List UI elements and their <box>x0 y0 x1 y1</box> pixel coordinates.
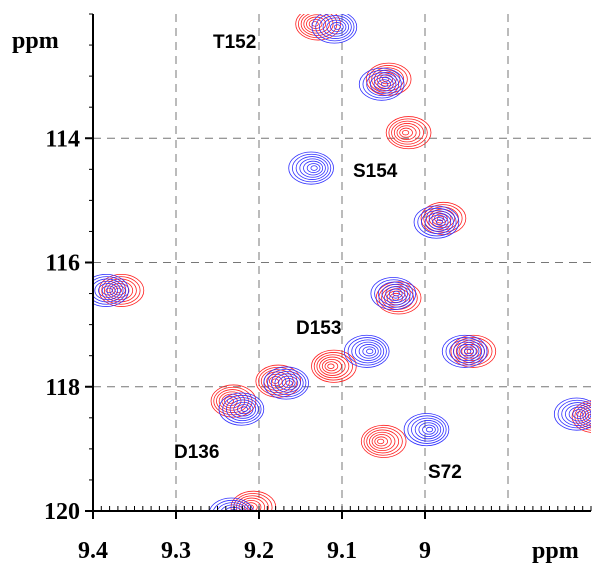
peak <box>403 413 450 447</box>
y-tick-label: 114 <box>45 126 80 152</box>
peak <box>288 151 334 185</box>
peak <box>311 14 358 44</box>
y-axis-label: ppm <box>12 28 59 54</box>
annotation: S154 <box>353 161 398 182</box>
peak <box>413 205 460 239</box>
x-axis-label: ppm <box>532 538 579 564</box>
y-tick-label: 118 <box>45 375 80 401</box>
peak <box>360 424 407 458</box>
x-tick-label: 9.4 <box>78 538 108 564</box>
annotation: D153 <box>296 318 341 339</box>
peak <box>295 14 341 41</box>
x-tick-label: 9 <box>419 538 431 564</box>
annotation: T152 <box>213 32 256 53</box>
annotation: D136 <box>174 442 219 463</box>
x-tick-label: 9.1 <box>327 538 357 564</box>
peak <box>93 273 129 307</box>
x-tick-label: 9.3 <box>161 538 191 564</box>
annotation: S72 <box>428 462 462 483</box>
peak <box>450 334 497 368</box>
peak <box>370 277 417 311</box>
peak <box>311 349 357 383</box>
peak <box>343 334 390 368</box>
peak <box>230 490 277 511</box>
grid <box>93 14 591 511</box>
peak <box>385 116 432 150</box>
peak <box>218 392 265 426</box>
peaks <box>93 14 591 511</box>
peak <box>263 366 310 400</box>
y-tick-label: 116 <box>45 251 80 277</box>
peak <box>553 397 591 431</box>
peak <box>209 497 254 511</box>
peak <box>358 67 405 101</box>
peak <box>441 334 488 368</box>
y-tick-label: 120 <box>44 499 80 525</box>
x-tick-label: 9.2 <box>244 538 274 564</box>
